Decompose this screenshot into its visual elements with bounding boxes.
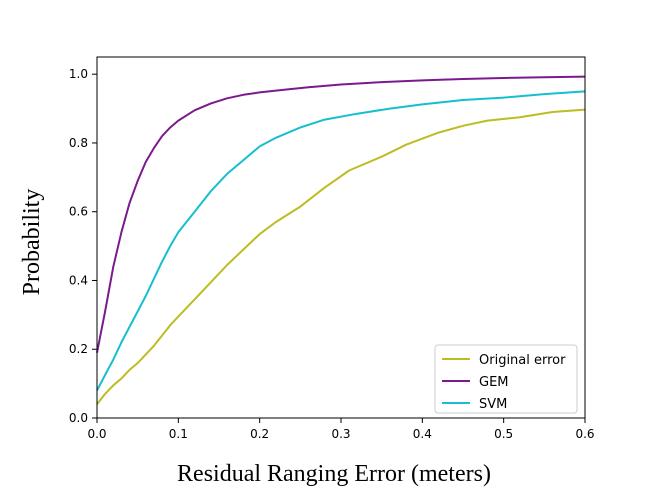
series-line-svm [96,90,586,391]
x-tick-label: 0.3 [331,427,350,441]
x-tick-label: 0.2 [250,427,269,441]
x-tick-label: 0.5 [494,427,513,441]
x-tick-label: 0.4 [413,427,432,441]
y-tick-label: 0.0 [69,411,88,425]
y-tick-label: 0.2 [69,342,88,356]
x-tick-label: 0.1 [169,427,188,441]
x-tick-label: 0.0 [87,427,106,441]
plot-lines [96,75,586,405]
y-tick-label: 1.0 [69,67,88,81]
series-line-original-error [96,108,586,405]
y-tick-label: 0.6 [69,205,88,219]
y-tick-label: 0.4 [69,273,88,287]
y-axis-title: Probability [19,189,45,296]
legend-label-gem: GEM [479,375,509,390]
legend-label-svm: SVM [479,397,507,412]
legend-label-original-error: Original error [479,353,566,368]
x-axis-ticks: 0.0 0.1 0.2 0.3 0.4 0.5 0.6 [87,418,595,441]
legend: Original error GEM SVM [434,344,578,414]
legend-box [434,344,578,414]
x-axis-title: Residual Ranging Error (meters) [177,461,491,487]
series-line-gem [96,75,586,353]
x-tick-label: 0.6 [575,427,594,441]
y-tick-label: 0.8 [69,136,88,150]
y-axis-ticks: 0.0 0.2 0.4 0.6 0.8 1.0 [69,67,97,425]
